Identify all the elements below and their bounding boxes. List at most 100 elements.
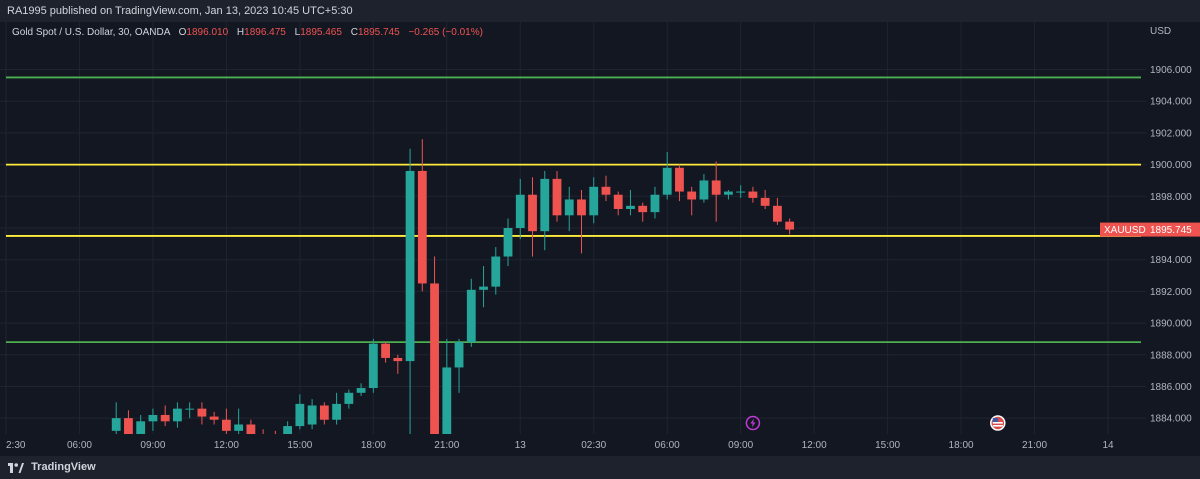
candle-body — [601, 186, 611, 195]
time-tick-label: 2:30 — [6, 440, 26, 451]
flag-canton — [992, 418, 998, 422]
time-tick-label: 06:00 — [655, 440, 680, 451]
candle-body — [577, 199, 586, 216]
candle-body — [638, 205, 648, 213]
price-tick-label: 1900.000 — [1150, 160, 1192, 171]
symbol-badge — [1100, 222, 1146, 237]
price-tick-label: 1886.000 — [1150, 382, 1192, 393]
candle-body — [197, 408, 207, 417]
time-tick-label: 02:30 — [581, 440, 606, 451]
candle-body — [442, 367, 452, 444]
horizontal-levels — [6, 76, 1141, 343]
time-tick-label: 12:00 — [214, 440, 239, 451]
time-tick-label: 21:00 — [1022, 440, 1047, 451]
candle-body — [405, 170, 415, 362]
candle-body — [185, 408, 195, 410]
time-axis-labels: 2:30 06:00 09:00 12:00 15:00 18:00 21:00 13 02:3… — [6, 440, 1114, 451]
time-tick-label: 06:00 — [67, 440, 92, 451]
legend-open: 1896.010 — [186, 27, 228, 38]
time-axis[interactable] — [0, 434, 1146, 456]
candle-body — [564, 199, 574, 216]
price-tick-label: 1894.000 — [1150, 255, 1192, 266]
legend-low: 1895.465 — [300, 27, 342, 38]
candle-body — [711, 180, 721, 195]
symbol-badge-label: XAUUSD — [1104, 225, 1146, 236]
candle-body — [136, 421, 146, 438]
time-tick-label: 18:00 — [361, 440, 386, 451]
time-tick-label: 09:00 — [728, 440, 753, 451]
legend-c-label: C — [351, 27, 358, 38]
candle-body — [307, 405, 317, 425]
candle-body — [160, 414, 170, 422]
candle-body — [736, 191, 746, 193]
candle-body — [503, 228, 513, 257]
candle-body — [760, 197, 770, 206]
last-price-label: 1895.745 — [1150, 225, 1192, 236]
currency-label: USD — [1150, 26, 1171, 37]
candlestick-chart[interactable]: 1884.000 1886.000 1888.000 1890.000 1892.000… — [0, 22, 1200, 456]
publisher-text: RA1995 published on TradingView.com, Jan… — [7, 5, 353, 17]
candle-body — [662, 167, 672, 195]
legend-h-label: H — [237, 27, 244, 38]
publisher-bar: RA1995 published on TradingView.com, Jan… — [0, 0, 1200, 22]
candle-body — [454, 342, 464, 368]
last-price-badge — [1146, 222, 1200, 237]
brand-name[interactable]: TradingView — [31, 461, 96, 473]
candle-body — [479, 286, 488, 290]
price-tick-label: 1890.000 — [1150, 319, 1192, 330]
candle-body — [528, 194, 537, 232]
candle-body — [173, 408, 182, 422]
candle-body — [221, 419, 231, 431]
candle-body — [111, 418, 121, 431]
flag-stripe — [992, 425, 1003, 427]
tradingview-logo-icon[interactable] — [8, 462, 24, 473]
flag-stripe — [992, 422, 1003, 424]
legend-change: −0.265 (−0.01%) — [408, 27, 483, 38]
candle-body — [552, 178, 562, 216]
legend-close: 1895.745 — [358, 27, 400, 38]
candle-body — [356, 388, 366, 393]
candle-body — [540, 178, 550, 232]
candle-body — [515, 194, 525, 228]
candle-body — [283, 426, 293, 441]
price-tick-label: 1904.000 — [1150, 97, 1192, 108]
candle-body — [295, 403, 305, 427]
candle-body — [148, 414, 158, 422]
candle-body — [785, 221, 795, 230]
candle-body — [393, 357, 403, 362]
lightning-event-icon — [745, 415, 761, 431]
candle-body — [246, 424, 256, 436]
legend-o-label: O — [179, 27, 187, 38]
candle-body — [417, 170, 427, 284]
candle-body — [687, 191, 697, 200]
candle-body — [724, 191, 733, 195]
candle-body — [748, 191, 758, 198]
price-axis[interactable] — [1146, 22, 1200, 456]
grid — [0, 22, 1146, 434]
candle-body — [319, 405, 329, 420]
time-tick-label: 12:00 — [802, 440, 827, 451]
lightning-bolt — [750, 418, 756, 428]
candle-body — [332, 403, 342, 420]
candle-body — [613, 194, 623, 209]
chart-area[interactable]: 1884.000 1886.000 1888.000 1890.000 1892.000… — [0, 22, 1200, 456]
time-tick-label: 09:00 — [140, 440, 165, 451]
legend-symbol: Gold Spot / U.S. Dollar, 30, OANDA — [12, 27, 171, 38]
candle-body — [675, 167, 684, 192]
time-tick-label: 15:00 — [287, 440, 312, 451]
price-tick-label: 1902.000 — [1150, 128, 1192, 139]
time-tick-label: 15:00 — [875, 440, 900, 451]
candles — [111, 139, 795, 450]
candle-body — [344, 392, 354, 404]
candle-body — [430, 283, 439, 444]
us-flag-event-icon — [990, 415, 1006, 431]
footer-bar: TradingView — [0, 456, 1200, 479]
candle-body — [381, 343, 390, 358]
time-tick-label: 21:00 — [434, 440, 459, 451]
candle-body — [650, 194, 660, 213]
candle-body — [124, 418, 133, 438]
candle-body — [234, 424, 244, 431]
legend-l-label: L — [295, 27, 301, 38]
time-tick-label: 14 — [1102, 440, 1114, 451]
price-tick-label: 1906.000 — [1150, 65, 1192, 76]
